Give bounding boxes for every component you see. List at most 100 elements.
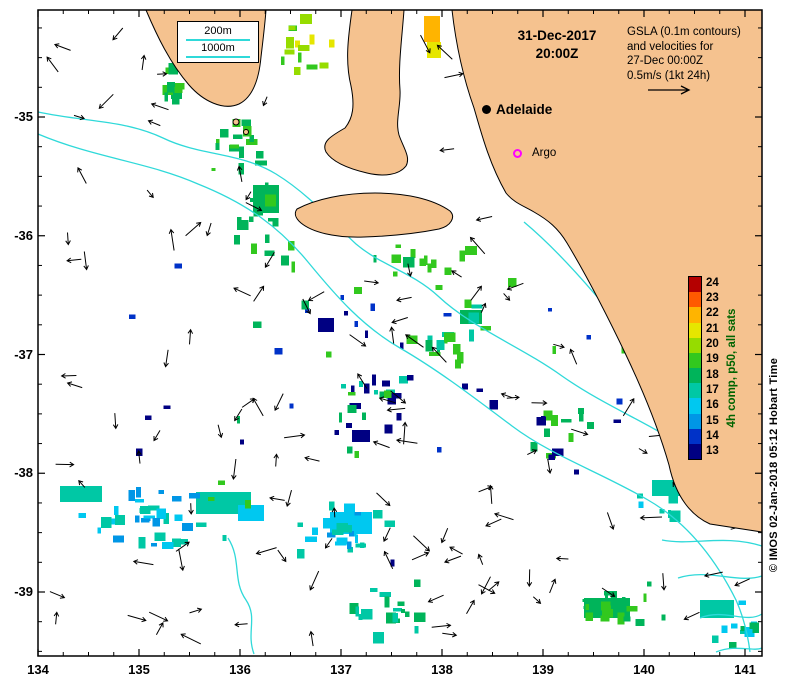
sst-blob [238,505,264,521]
velocity-arrow [264,252,275,269]
sst-pixel [297,549,305,559]
axes-frame-layer [37,9,763,657]
sst-pixel [195,522,207,527]
sst-pixel [188,493,201,499]
sst-pixel [347,405,357,413]
sst-pixel [431,259,437,268]
sst-pixel [379,391,385,399]
velocity-arrow [148,611,169,622]
sst-pixel [245,499,252,509]
sst-pixel [148,505,160,511]
sst-pixel [349,531,354,537]
sst-pixel [462,383,469,390]
velocity-arrow [180,633,202,645]
velocity-arrow [506,394,520,401]
sst-pixel [585,604,590,611]
velocity-arrow [269,495,285,502]
velocity-arrow [402,421,408,445]
sst-pixel [427,335,433,344]
sst-pixel [362,412,367,420]
velocity-arrow [55,461,75,468]
velocity-arrow [622,397,635,417]
velocity-arrow [477,553,484,565]
velocity-arrow [205,222,212,237]
sst-pixel [172,538,181,547]
land-mainland [451,9,763,533]
velocity-arrow [60,373,77,379]
sst-pixel [217,480,225,485]
sst-pixel [304,307,310,314]
velocity-arrow [150,102,169,111]
sst-pixel [164,92,169,102]
sst-pixel [342,524,352,533]
velocity-arrow [389,326,395,344]
velocity-arrow [555,555,569,562]
velocity-arrow [390,390,407,404]
velocity-arrow [66,381,83,389]
sst-pixel [586,421,594,429]
sst-pixel [544,428,551,437]
plot-border [37,9,763,657]
sst-pixel [414,579,421,587]
velocity-arrow [78,479,86,488]
sst-blob [352,430,370,442]
velocity-arrow [440,528,449,544]
velocity-arrow [527,449,538,456]
sst-pixel [360,609,373,620]
sst-pixel [145,415,152,420]
velocity-arrow [569,348,578,365]
sst-pixel [468,312,479,324]
sst-pixel [393,271,398,277]
velocity-arrow [443,555,462,564]
sst-pixel [174,263,183,269]
sst-pixel [635,619,645,627]
velocity-arrow [255,547,277,556]
sst-pixel [561,419,572,423]
velocity-arrow [391,317,408,325]
velocity-arrow [553,343,565,349]
velocity-arrow [372,440,390,449]
land-kangaroo-island [294,192,453,238]
sst-pixel [265,182,269,186]
sst-pixel [586,335,591,340]
contour-line-bottom-left [227,537,255,655]
sst-pixel [372,374,376,386]
sst-pixel [138,537,146,549]
sst-pixel [281,255,289,266]
sst-pixel [585,612,594,621]
sst-pixel [444,267,452,276]
sst-pixel [435,284,443,290]
sst-pixel [459,250,465,262]
velocity-arrow [153,430,161,442]
velocity-arrow [241,398,256,408]
sst-pixel [384,520,395,527]
sst-pixel [617,612,625,625]
sst-pixel [335,541,347,546]
sst-pixel [744,627,755,637]
sst-pixel [749,622,760,630]
sst-pixel [374,390,379,395]
sst-pixel [621,610,629,622]
velocity-arrow [233,287,251,297]
sst-pixel [241,119,251,126]
sst-pixel [347,446,353,454]
sst-pixel [253,205,259,217]
sst-pixel [265,234,270,244]
sst-pixel [326,351,332,358]
sst-pixel [249,135,254,142]
velocity-arrow [703,571,723,578]
sst-pixel [469,329,475,342]
velocity-arrow [413,535,431,552]
velocity-arrow [378,396,396,404]
sst-pixel [135,499,144,503]
sst-pixel [405,611,410,618]
velocity-arrow [234,408,243,422]
velocity-arrow [302,298,311,315]
sst-pixel [309,34,315,45]
sst-pixel [291,261,295,273]
sst-pixel [425,340,433,352]
sst-pixel [334,429,339,435]
sst-pixel [340,383,346,389]
sst-pixel [354,320,358,328]
sst-pixel [600,615,610,622]
